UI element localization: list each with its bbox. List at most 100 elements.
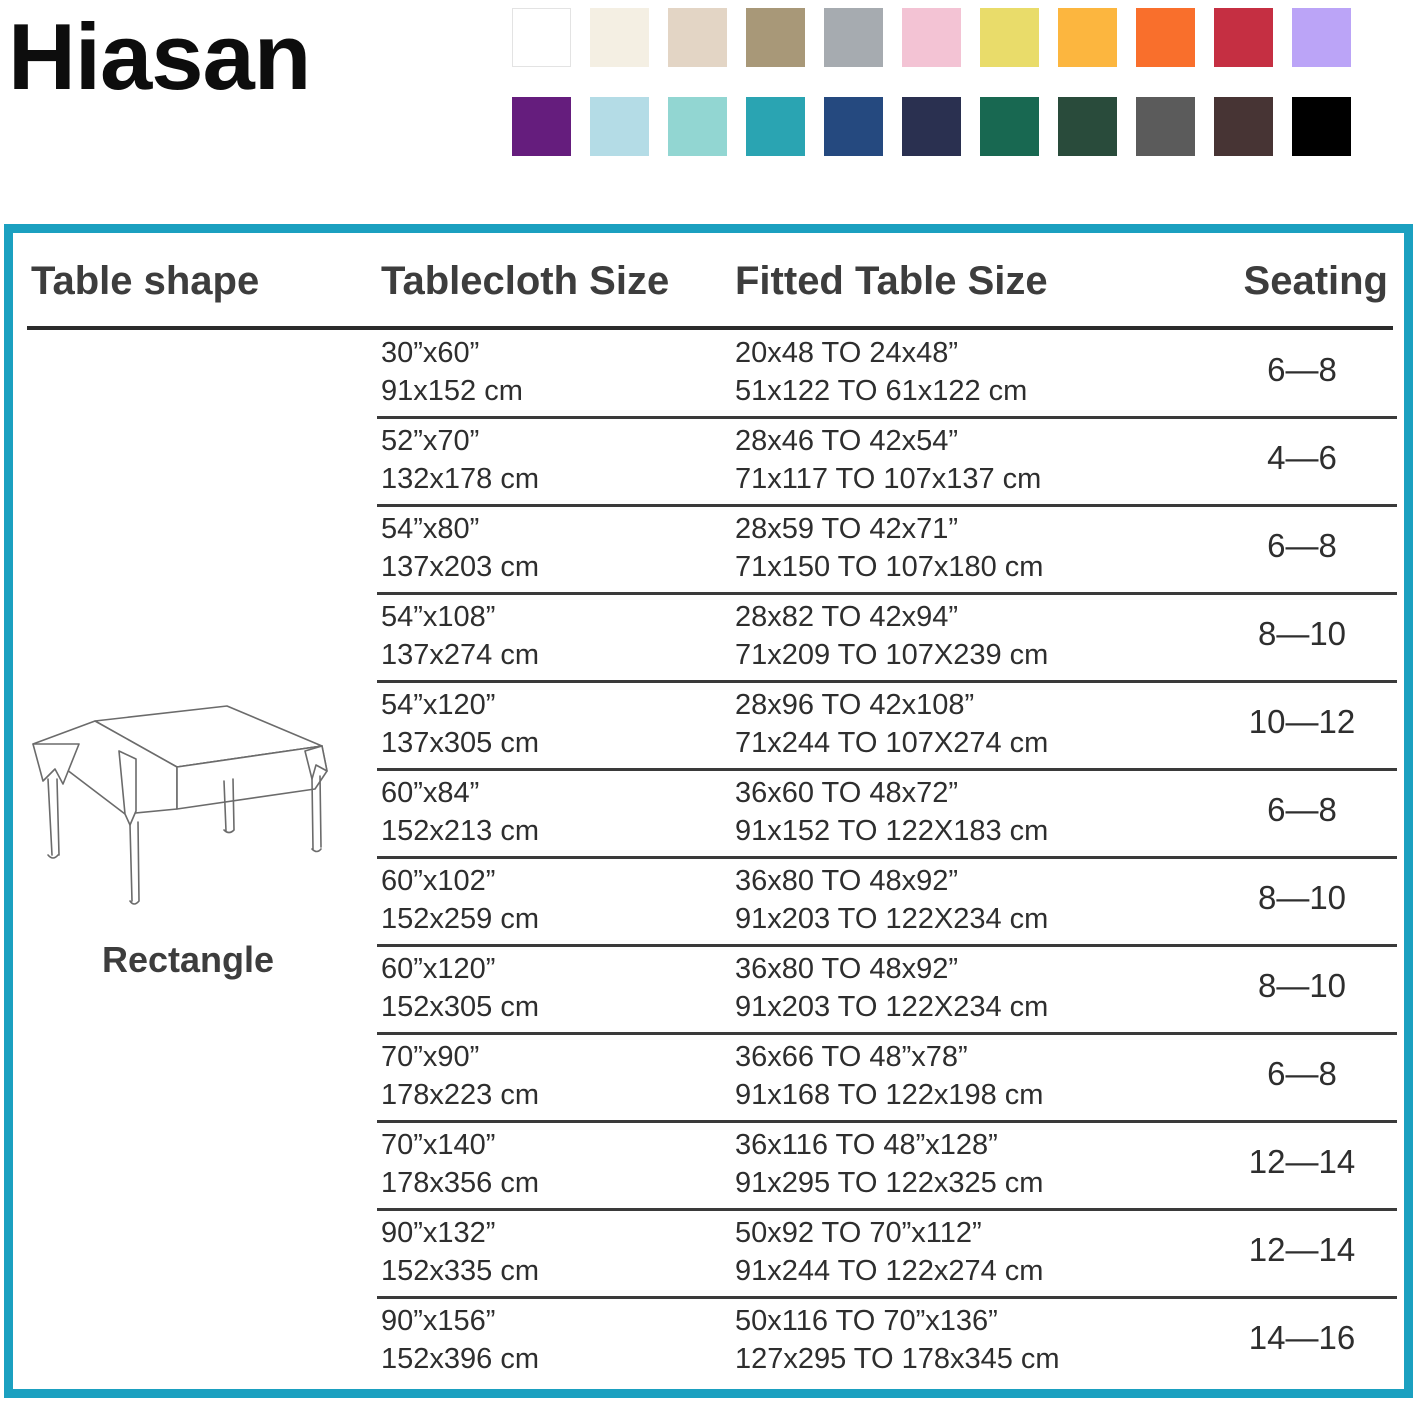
brand-header: Hiasan <box>0 0 1417 200</box>
table-shape-column: Rectangle <box>13 329 373 1389</box>
fitted-table-size-cm: 91x203 TO 122X234 cm <box>735 903 1049 935</box>
tablecloth-size-cm: 137x305 cm <box>381 727 539 759</box>
cell-fitted-table-size: 50x116 TO 70”x136” 127x295 TO 178x345 cm <box>735 1302 1060 1378</box>
color-swatch-orange[interactable] <box>1136 8 1195 67</box>
cell-tablecloth-size: 54”x108” 137x274 cm <box>381 598 539 674</box>
fitted-table-size-cm: 91x168 TO 122x198 cm <box>735 1079 1044 1111</box>
tablecloth-size-inches: 90”x132” <box>381 1217 496 1249</box>
fitted-table-size-inches: 28x82 TO 42x94” <box>735 601 959 633</box>
tablecloth-size-cm: 137x203 cm <box>381 551 539 583</box>
cell-tablecloth-size: 60”x120” 152x305 cm <box>381 950 539 1026</box>
color-swatch-charcoal[interactable] <box>1136 97 1195 156</box>
tablecloth-size-inches: 60”x84” <box>381 777 480 809</box>
color-swatch-taupe[interactable] <box>746 8 805 67</box>
cell-fitted-table-size: 28x59 TO 42x71” 71x150 TO 107x180 cm <box>735 510 1043 586</box>
table-row: 30”x60” 91x152 cm 20x48 TO 24x48” 51x122 TO… <box>13 329 1404 417</box>
color-swatch-marigold[interactable] <box>1058 8 1117 67</box>
cell-seating: 10—12 <box>1248 703 1356 740</box>
table-row: 60”x102” 152x259 cm 36x80 TO 48x92” 91x203 … <box>13 855 1404 945</box>
tablecloth-size-inches: 54”x108” <box>381 601 496 633</box>
table-row: 90”x132” 152x335 cm 50x92 TO 70”x112” 91x24… <box>13 1207 1404 1297</box>
color-swatch-blush-pink[interactable] <box>902 8 961 67</box>
tablecloth-size-cm: 178x223 cm <box>381 1079 539 1111</box>
row-divider <box>377 415 1397 419</box>
cell-seating: 6—8 <box>1267 1055 1337 1092</box>
cell-fitted-table-size: 28x96 TO 42x108” 71x244 TO 107X274 cm <box>735 686 1048 762</box>
cell-tablecloth-size: 52”x70” 132x178 cm <box>381 422 539 498</box>
cell-seating: 6—8 <box>1267 351 1337 388</box>
table-row: 52”x70” 132x178 cm 28x46 TO 42x54” 71x117 T… <box>13 415 1404 505</box>
color-swatch-lavender[interactable] <box>1292 8 1351 67</box>
tablecloth-size-inches: 54”x120” <box>381 689 496 721</box>
tablecloth-size-cm: 152x259 cm <box>381 903 539 935</box>
column-header-tablecloth-size: Tablecloth Size <box>381 259 670 303</box>
fitted-table-size-inches: 36x80 TO 48x92” <box>735 953 959 985</box>
color-swatch-yellow[interactable] <box>980 8 1039 67</box>
cell-seating: 12—14 <box>1248 1231 1356 1268</box>
tablecloth-size-inches: 30”x60” <box>381 337 480 369</box>
cell-seating: 14—16 <box>1248 1319 1356 1356</box>
color-swatch-aqua[interactable] <box>668 97 727 156</box>
color-swatch-beige[interactable] <box>668 8 727 67</box>
fitted-table-size-inches: 20x48 TO 24x48” <box>735 337 959 369</box>
fitted-table-size-inches: 36x116 TO 48”x128” <box>735 1129 998 1161</box>
row-divider <box>377 943 1397 947</box>
column-header-table-shape: Table shape <box>31 259 260 303</box>
tablecloth-size-inches: 60”x102” <box>381 865 496 897</box>
size-chart-panel: Table shape Tablecloth Size Fitted Table… <box>4 224 1413 1398</box>
fitted-table-size-cm: 51x122 TO 61x122 cm <box>735 375 1028 407</box>
fitted-table-size-inches: 28x96 TO 42x108” <box>735 689 975 721</box>
row-divider <box>377 679 1397 683</box>
table-row: 54”x108” 137x274 cm 28x82 TO 42x94” 71x209 … <box>13 591 1404 681</box>
color-swatch-dark-brown[interactable] <box>1214 97 1273 156</box>
cell-tablecloth-size: 30”x60” 91x152 cm <box>381 334 523 410</box>
fitted-table-size-inches: 28x59 TO 42x71” <box>735 513 959 545</box>
color-swatch-white[interactable] <box>512 8 571 67</box>
color-swatch-dark-green[interactable] <box>1058 97 1117 156</box>
fitted-table-size-cm: 71x209 TO 107X239 cm <box>735 639 1049 671</box>
cell-tablecloth-size: 90”x132” 152x335 cm <box>381 1214 539 1290</box>
cell-fitted-table-size: 36x80 TO 48x92” 91x203 TO 122X234 cm <box>735 950 1048 1026</box>
cell-tablecloth-size: 60”x84” 152x213 cm <box>381 774 539 850</box>
tablecloth-size-inches: 54”x80” <box>381 513 480 545</box>
color-swatch-emerald[interactable] <box>980 97 1039 156</box>
color-swatch-red[interactable] <box>1214 8 1273 67</box>
header-divider <box>27 325 1393 330</box>
tablecloth-size-cm: 152x213 cm <box>381 815 539 847</box>
tablecloth-size-cm: 178x356 cm <box>381 1167 539 1199</box>
tablecloth-size-inches: 90”x156” <box>381 1305 496 1337</box>
color-swatch-light-blue[interactable] <box>590 97 649 156</box>
column-header-fitted-table-size: Fitted Table Size <box>735 259 1048 303</box>
brand-logo: Hiasan <box>8 4 311 109</box>
fitted-table-size-cm: 127x295 TO 178x345 cm <box>735 1343 1060 1375</box>
table-row: 54”x80” 137x203 cm 28x59 TO 42x71” 71x150 T… <box>13 503 1404 593</box>
cell-seating: 6—8 <box>1267 791 1337 828</box>
table-row: 60”x120” 152x305 cm 36x80 TO 48x92” 91x203 … <box>13 943 1404 1033</box>
color-swatch-row-1 <box>512 8 1412 67</box>
row-divider <box>377 1207 1397 1211</box>
cell-seating: 8—10 <box>1257 967 1347 1004</box>
color-swatch-purple[interactable] <box>512 97 571 156</box>
color-swatch-grey[interactable] <box>824 8 883 67</box>
cell-fitted-table-size: 36x80 TO 48x92” 91x203 TO 122X234 cm <box>735 862 1048 938</box>
fitted-table-size-inches: 50x92 TO 70”x112” <box>735 1217 982 1249</box>
fitted-table-size-inches: 28x46 TO 42x54” <box>735 425 959 457</box>
cell-seating: 8—10 <box>1257 615 1347 652</box>
color-swatch-teal[interactable] <box>746 97 805 156</box>
color-swatch-ivory[interactable] <box>590 8 649 67</box>
table-row: 60”x84” 152x213 cm 36x60 TO 48x72” 91x152 T… <box>13 767 1404 857</box>
cell-tablecloth-size: 70”x140” 178x356 cm <box>381 1126 539 1202</box>
table-row: 70”x140” 178x356 cm 36x116 TO 48”x128” 91x2… <box>13 1119 1404 1209</box>
cell-seating: 4—6 <box>1267 439 1337 476</box>
fitted-table-size-inches: 36x60 TO 48x72” <box>735 777 959 809</box>
table-shape-label: Rectangle <box>101 939 275 980</box>
cell-seating: 8—10 <box>1257 879 1347 916</box>
tablecloth-size-cm: 132x178 cm <box>381 463 539 495</box>
cell-fitted-table-size: 28x46 TO 42x54” 71x117 TO 107x137 cm <box>735 422 1041 498</box>
color-swatch-midnight[interactable] <box>902 97 961 156</box>
cell-tablecloth-size: 70”x90” 178x223 cm <box>381 1038 539 1114</box>
cell-fitted-table-size: 36x66 TO 48”x78” 91x168 TO 122x198 cm <box>735 1038 1043 1114</box>
color-swatch-black[interactable] <box>1292 97 1351 156</box>
color-swatch-navy-blue[interactable] <box>824 97 883 156</box>
